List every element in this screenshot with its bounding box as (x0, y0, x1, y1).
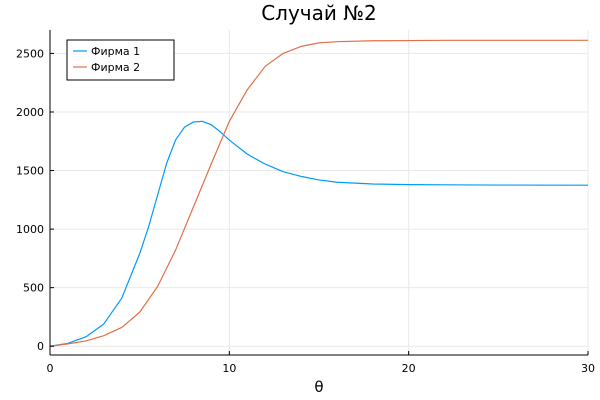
series-line-1 (49, 120, 589, 347)
y-tick-label: 1000 (16, 223, 44, 236)
legend-label-1: Фирма 1 (91, 45, 140, 58)
y-tick-label: 500 (23, 282, 44, 295)
y-tick-label: 0 (37, 340, 44, 353)
axes (49, 30, 589, 356)
x-tick-label: 30 (581, 362, 595, 375)
y-tick-label: 2500 (16, 47, 44, 60)
legend-box (66, 39, 175, 81)
legend: Фирма 1 Фирма 2 (66, 39, 175, 81)
x-tick-label: 20 (402, 362, 416, 375)
chart-title: Случай №2 (261, 1, 377, 25)
tick-labels: 0 10 20 30 0 500 1000 1500 2000 2500 (16, 47, 595, 375)
x-axis-label: θ (314, 378, 323, 396)
y-tick-label: 2000 (16, 106, 44, 119)
y-tick-label: 1500 (16, 165, 44, 178)
series-line-2 (49, 39, 588, 347)
legend-label-2: Фирма 2 (91, 61, 140, 74)
x-tick-label: 0 (47, 362, 54, 375)
grid (49, 30, 589, 355)
series-layer (49, 39, 589, 347)
x-tick-label: 10 (222, 362, 236, 375)
